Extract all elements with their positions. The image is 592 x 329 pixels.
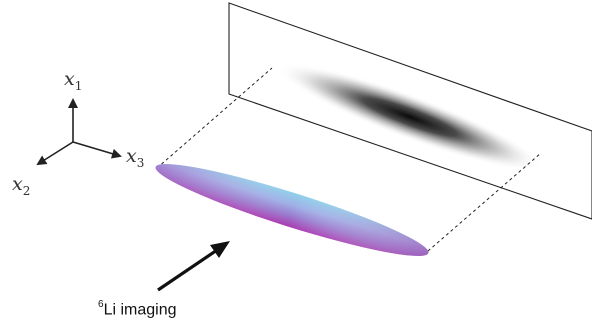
imaging-text: Li imaging	[104, 301, 177, 318]
imaging-beam-arrow	[158, 246, 223, 290]
isotope-mass-number: 6	[98, 299, 104, 310]
imaging-label: 6Li imaging	[98, 300, 177, 319]
projection-line-bottom	[428, 153, 541, 251]
imaging-beam-arrowhead	[210, 241, 230, 258]
axis-x2-arrow	[38, 142, 73, 164]
axis-x3-label: x3	[126, 145, 144, 170]
axis-x2-label: x2	[12, 173, 30, 198]
absorption-shadow	[269, 47, 550, 188]
projection-line-top	[157, 68, 272, 168]
axis-x1-label: x1	[64, 68, 82, 93]
atom-cloud	[151, 151, 434, 269]
axis-x3-arrow	[73, 142, 120, 156]
coordinate-axes: x1 x3 x2	[12, 68, 144, 198]
